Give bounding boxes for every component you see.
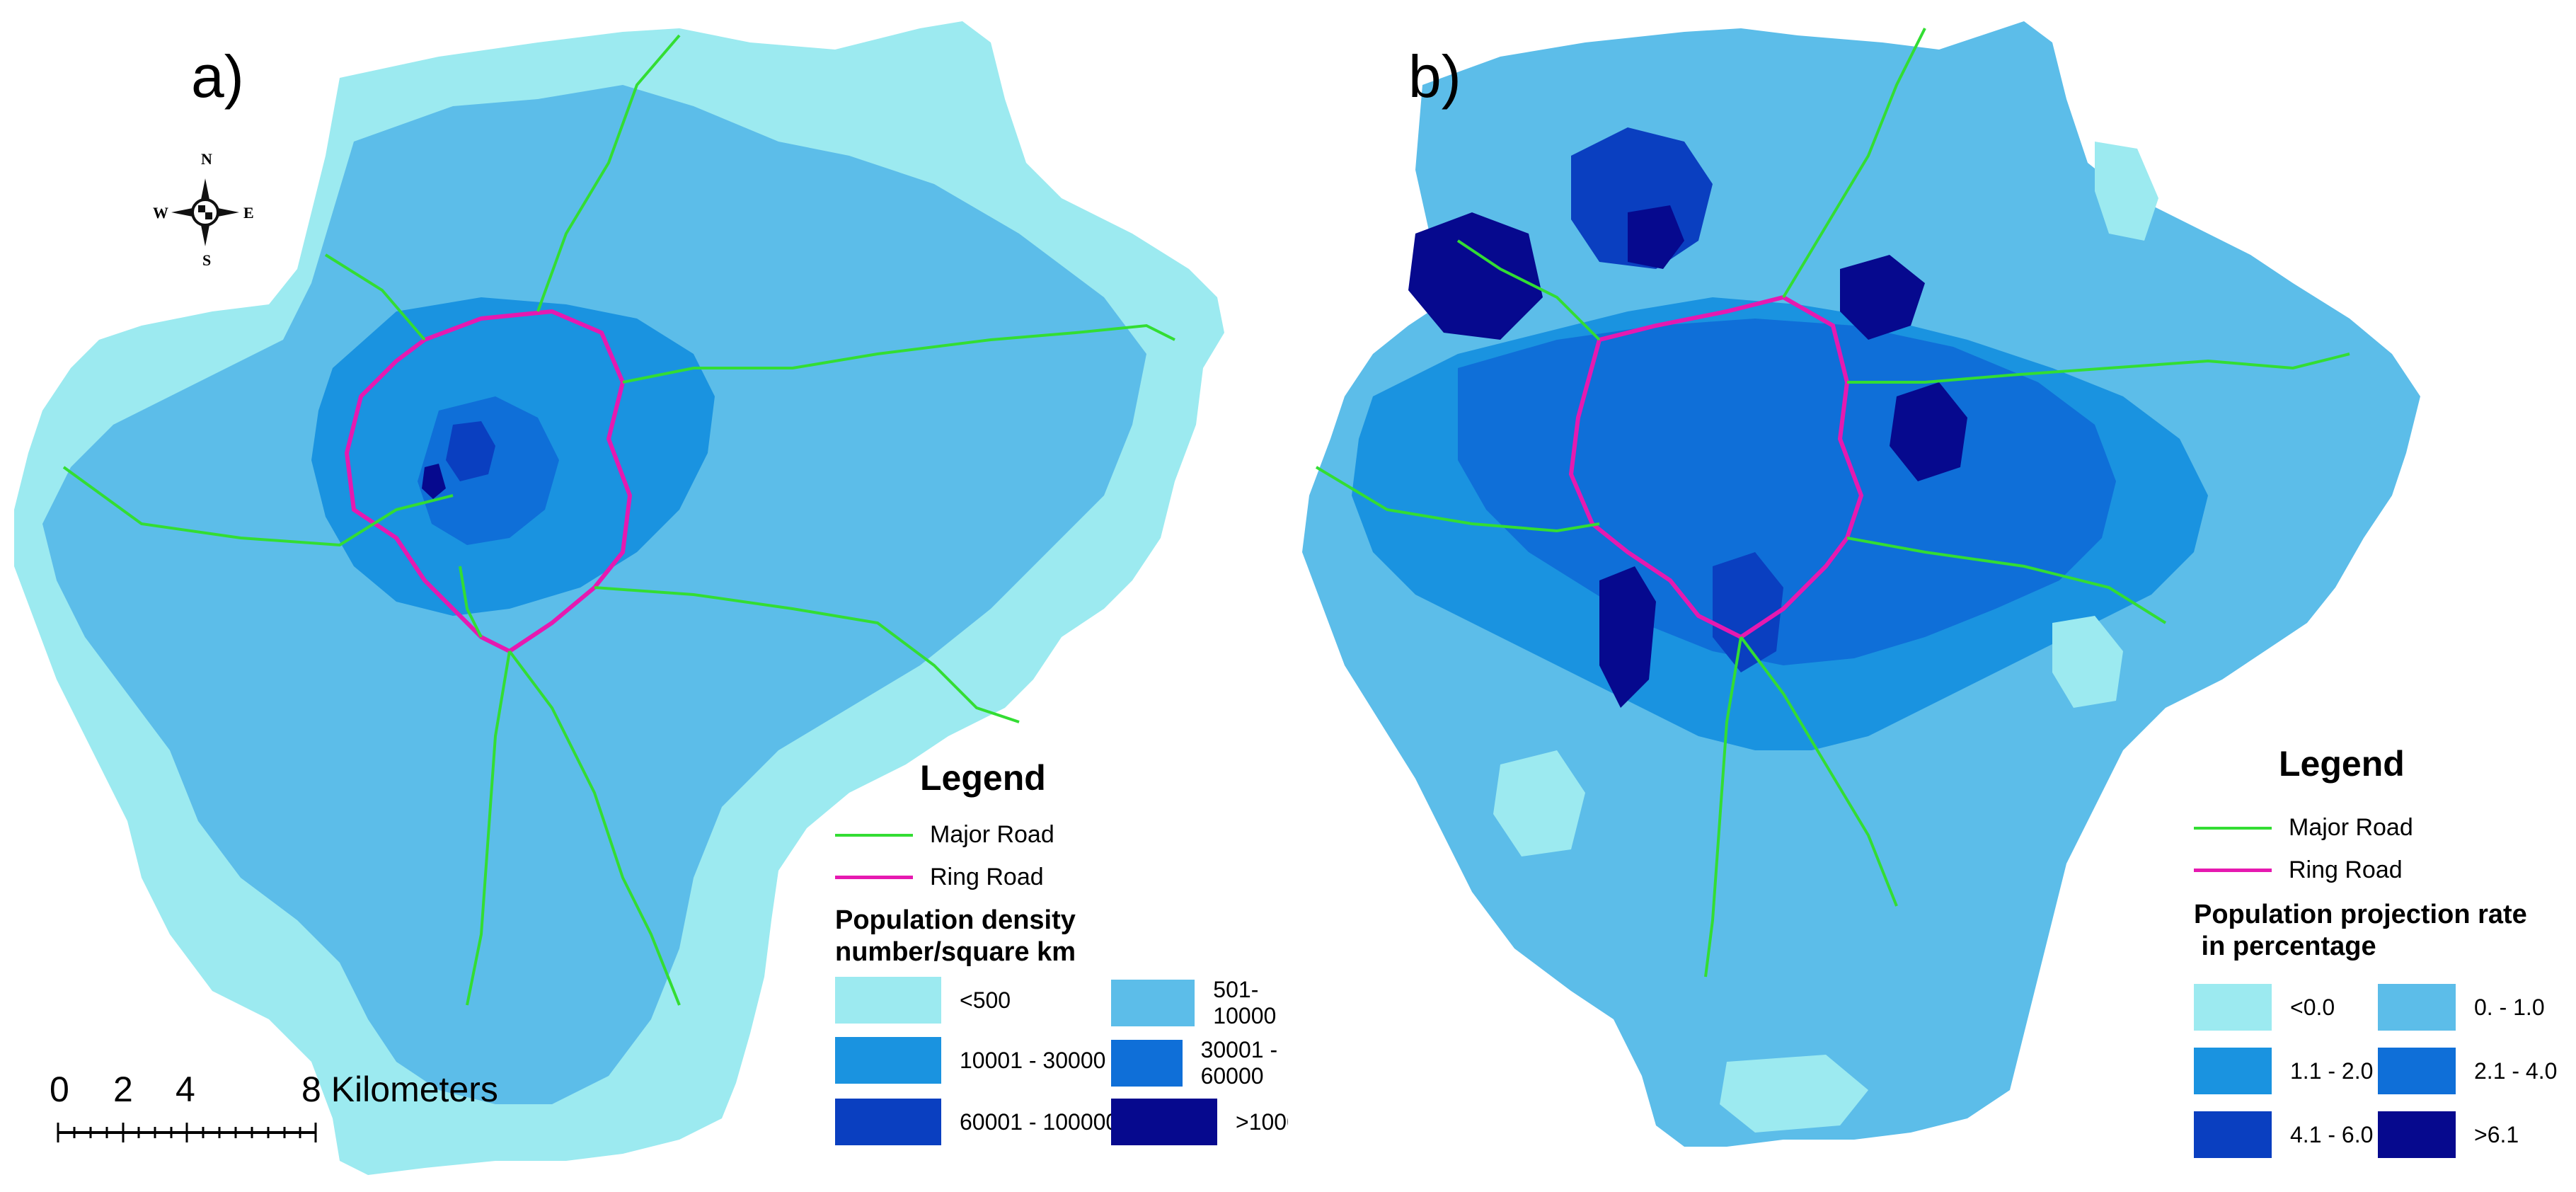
class-swatch — [1111, 980, 1195, 1026]
class-label: 501-10000 — [1213, 977, 1277, 1028]
class-swatch — [835, 977, 941, 1024]
class-swatch — [1111, 1099, 1217, 1145]
legend-class-item: 4.1 - 6.0 — [2194, 1111, 2373, 1158]
ring-road — [344, 309, 633, 654]
projection-over-6.1 — [1890, 382, 1967, 481]
map-panel-population-projection: b) Legend Major Road Ring Road Populatio… — [1288, 0, 2576, 1192]
classification-heading: Population projection rate in percentage — [2194, 899, 2527, 963]
compass-north-label: N — [201, 150, 212, 168]
projection-over-6.1 — [1628, 205, 1684, 269]
class-swatch — [2194, 1111, 2272, 1158]
class-label: <500 — [960, 987, 1011, 1013]
compass-south-label: S — [202, 251, 212, 269]
class-swatch — [1111, 1040, 1183, 1087]
legend-class-item: 0. - 1.0 — [2378, 984, 2545, 1031]
legend-item-ring-road: Ring Road — [835, 864, 1044, 891]
projection-under-0 — [1493, 750, 1585, 856]
legend-class-item: 60001 - 100000 — [835, 1099, 1118, 1145]
classification-heading-line: Population density — [835, 905, 1076, 935]
class-swatch — [835, 1099, 941, 1145]
legend-class-item: >6.1 — [2378, 1111, 2519, 1158]
map-panel-population-density: a) N S E W 0 2 4 8 Kilometers — [14, 21, 1288, 1175]
legend-road-label: Major Road — [930, 821, 1054, 848]
legend-item-major-road: Major Road — [835, 821, 1054, 849]
legend-class-item: 30001 - 60000 — [1111, 1037, 1288, 1089]
class-swatch — [2194, 1048, 2272, 1094]
legend-road-label: Ring Road — [2289, 856, 2403, 883]
density-over-100001 — [422, 464, 446, 499]
projection-under-0 — [2095, 142, 2158, 241]
classification-heading-line: number/square km — [835, 936, 1076, 967]
classification-heading-line: Population projection rate — [2194, 900, 2527, 929]
ring-road-swatch — [835, 876, 913, 879]
compass-east-label: E — [243, 204, 254, 222]
map-population-density — [14, 21, 1224, 1175]
legend-title: Legend — [920, 758, 1046, 798]
legend-class-item: 2.1 - 4.0 — [2378, 1048, 2557, 1094]
class-swatch — [2378, 1048, 2456, 1094]
density-501-10000 — [42, 85, 1146, 1104]
projection-under-0 — [2052, 616, 2123, 708]
legend-class-item: 1.1 - 2.0 — [2194, 1048, 2373, 1094]
class-label: 0. - 1.0 — [2474, 994, 2545, 1020]
scale-tick-label: 2 — [113, 1070, 133, 1109]
class-label: 60001 - 100000 — [960, 1108, 1119, 1135]
legend-class-item: <500 — [835, 977, 1011, 1024]
legend-item-major-road: Major Road — [2194, 814, 2413, 842]
compass-west-label: W — [153, 204, 168, 222]
class-swatch — [2194, 984, 2272, 1031]
density-60001-100000 — [446, 421, 495, 481]
scale-bar — [57, 1123, 317, 1142]
projection-under-0 — [1720, 1055, 1868, 1133]
legend-class-item: 501-10000 — [1111, 977, 1288, 1029]
ring-road-swatch — [2194, 869, 2272, 872]
projection-over-6.1 — [1408, 212, 1543, 340]
projection-over-6.1 — [1599, 566, 1656, 708]
legend-item-ring-road: Ring Road — [2194, 856, 2403, 884]
class-label: >6.1 — [2474, 1121, 2519, 1147]
north-arrow-icon — [171, 178, 239, 246]
map-population-projection — [1302, 21, 2420, 1147]
class-swatch — [2378, 1111, 2456, 1158]
class-label: <0.0 — [2290, 994, 2335, 1020]
projection-4.1-6.0 — [1713, 552, 1783, 672]
major-road-swatch — [835, 833, 913, 837]
legend-title: Legend — [2279, 744, 2405, 784]
class-swatch — [2378, 984, 2456, 1031]
class-label: 10001 - 30000 — [960, 1047, 1106, 1073]
major-road-swatch — [2194, 826, 2272, 830]
class-label: 2.1 - 4.0 — [2474, 1058, 2558, 1084]
scale-tick-label: 0 — [50, 1070, 69, 1109]
projection-over-6.1 — [1840, 255, 1925, 340]
class-label: 4.1 - 6.0 — [2290, 1121, 2374, 1147]
major-roads — [62, 34, 1175, 1006]
class-label: 1.1 - 2.0 — [2290, 1058, 2374, 1084]
classification-heading-line: in percentage — [2194, 931, 2376, 961]
legend-road-label: Ring Road — [930, 864, 1044, 890]
panel-label: a) — [191, 43, 244, 110]
class-label: 30001 - 60000 — [1200, 1037, 1278, 1089]
class-swatch — [835, 1037, 941, 1084]
legend-class-item: <0.0 — [2194, 984, 2335, 1031]
classification-heading: Population density number/square km — [835, 905, 1076, 968]
legend-road-label: Major Road — [2289, 814, 2413, 841]
major-roads — [1315, 28, 2350, 978]
panel-label: b) — [1408, 43, 1461, 110]
legend-class-item: 10001 - 30000 — [835, 1037, 1105, 1084]
scale-tick-label: 4 — [176, 1070, 195, 1109]
scale-tick-label: 8 Kilometers — [301, 1070, 498, 1109]
